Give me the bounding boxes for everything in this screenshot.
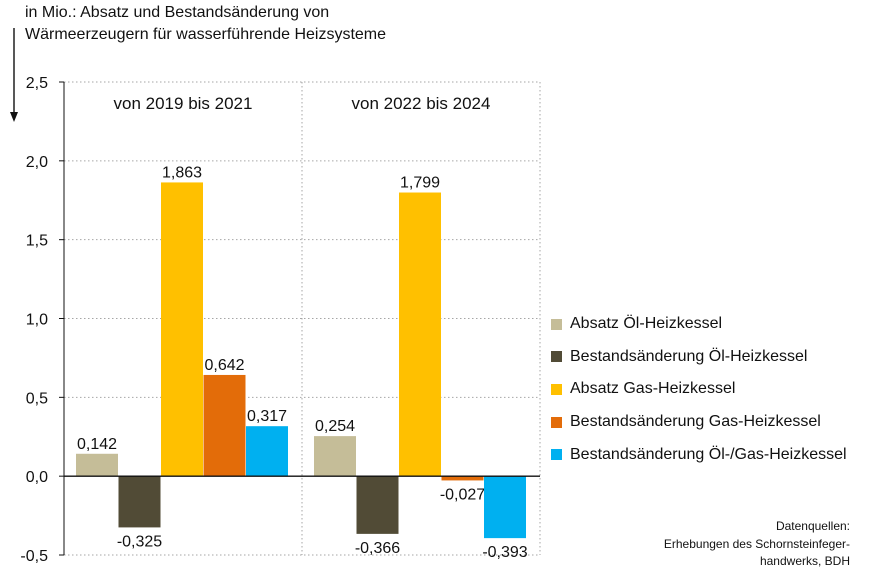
- y-tick-label: 0,5: [26, 390, 48, 407]
- bar: [399, 192, 441, 477]
- data-label: -0,366: [355, 540, 400, 557]
- bar: [246, 426, 288, 477]
- legend-item: Absatz Gas-Heizkessel: [551, 373, 847, 406]
- source-line-2: Erhebungen des Schornsteinfeger-: [663, 536, 850, 551]
- y-tick-label: 1,5: [26, 233, 48, 250]
- bar: [356, 476, 399, 534]
- chart-title-line-2: Wärmeerzeugern für wasserführende Heizsy…: [25, 26, 387, 43]
- bar: [484, 476, 526, 539]
- legend-swatch: [551, 449, 562, 461]
- bar: [314, 436, 356, 477]
- data-label: 0,142: [77, 436, 117, 453]
- data-label: -0,325: [117, 533, 162, 550]
- legend-label: Bestandsänderung Öl-/Gas-Heizkessel: [570, 445, 847, 463]
- legend-item: Bestandsänderung Gas-Heizkessel: [551, 406, 847, 439]
- source-note: Datenquellen: Erhebungen des Schornstein…: [664, 518, 850, 571]
- y-tick-label: 2,0: [26, 154, 48, 171]
- source-line-3: handwerks, BDH: [759, 554, 850, 568]
- legend-label: Bestandsänderung Gas-Heizkessel: [570, 413, 821, 431]
- category-label: von 2022 bis 2024: [352, 94, 491, 113]
- chart-title-line-1: in Mio.: Absatz und Bestandsänderung von: [25, 4, 330, 21]
- y-tick-label: 2,5: [26, 75, 48, 92]
- data-label: -0,027: [440, 486, 485, 503]
- axis-arrow-head: [10, 112, 18, 122]
- legend-swatch: [551, 318, 562, 330]
- legend-label: Absatz Öl-Heizkessel: [570, 315, 723, 333]
- legend-swatch: [551, 383, 562, 395]
- y-tick-label: 1,0: [26, 312, 48, 329]
- data-label: 0,317: [247, 408, 287, 425]
- y-tick-label: 0,0: [26, 469, 48, 486]
- data-label: -0,393: [482, 544, 527, 561]
- data-label: 0,254: [315, 418, 355, 435]
- data-label: 0,642: [204, 357, 244, 374]
- bar: [161, 182, 203, 477]
- bar: [441, 476, 484, 481]
- bar: [118, 476, 161, 528]
- legend-swatch: [551, 351, 562, 363]
- category-label: von 2019 bis 2021: [114, 94, 253, 113]
- data-label: 1,799: [400, 175, 440, 192]
- legend-item: Bestandsänderung Öl-/Gas-Heizkessel: [551, 438, 847, 471]
- legend-item: Bestandsänderung Öl-Heizkessel: [551, 341, 847, 374]
- legend-swatch: [551, 416, 562, 428]
- legend-item: Absatz Öl-Heizkessel: [551, 308, 847, 341]
- bar: [203, 374, 246, 477]
- y-tick-label: -0,5: [20, 548, 48, 565]
- source-line-1: Datenquellen:: [775, 519, 850, 533]
- chart-legend: Absatz Öl-Heizkessel Bestandsänderung Öl-…: [551, 308, 847, 471]
- bar: [76, 453, 118, 477]
- data-label: 1,863: [162, 164, 202, 181]
- legend-label: Bestandsänderung Öl-Heizkessel: [570, 347, 808, 365]
- legend-label: Absatz Gas-Heizkessel: [570, 380, 736, 398]
